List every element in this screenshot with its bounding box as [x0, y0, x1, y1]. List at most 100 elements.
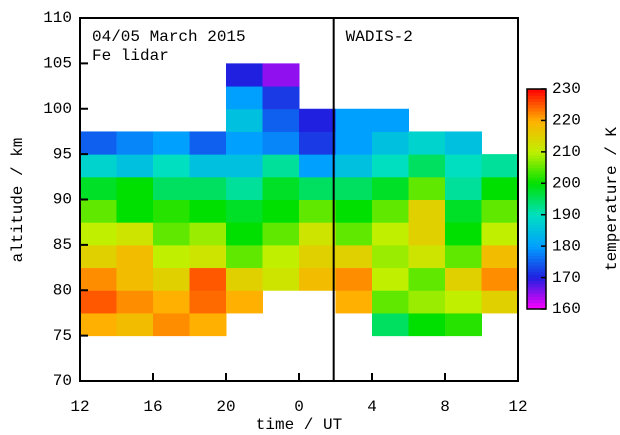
colorbar-swatch [527, 299, 546, 304]
heatmap-cell [299, 176, 336, 200]
heatmap-cell [372, 199, 409, 223]
colorbar-swatch [527, 161, 546, 165]
colorbar-swatch [527, 183, 546, 187]
colorbar-swatch [527, 287, 546, 291]
heatmap-cell [481, 199, 519, 223]
heatmap-cell [372, 290, 409, 314]
heatmap-cell [445, 131, 482, 155]
heatmap-cell [80, 154, 117, 178]
heatmap-cell [116, 244, 154, 269]
heatmap-cell [372, 267, 409, 291]
colorbar-swatch [527, 283, 546, 288]
heatmap-cell [116, 267, 154, 291]
colorbar-tick-label: 180 [552, 237, 581, 255]
colorbar-swatch [527, 145, 546, 150]
colorbar-swatch [527, 277, 546, 282]
colorbar-swatch [527, 296, 546, 301]
heatmap-cell [335, 290, 373, 314]
colorbar-swatch [527, 224, 546, 228]
heatmap-cell [408, 244, 446, 269]
colorbar-tick-label: 200 [552, 175, 581, 193]
heatmap-cell [335, 131, 373, 155]
heatmap-cell [335, 176, 373, 200]
colorbar-swatch [527, 255, 546, 260]
heatmap-cell [335, 222, 373, 246]
heatmap-cell [299, 154, 336, 178]
colorbar-swatch [527, 114, 546, 118]
colorbar-label: temperature / K [603, 127, 620, 271]
heatmap-cell [372, 108, 409, 132]
heatmap-cell [153, 312, 190, 337]
heatmap-cell [80, 131, 117, 155]
heatmap-cell [189, 176, 227, 200]
heatmap-cell [153, 222, 190, 246]
heatmap-cell [80, 244, 117, 269]
heatmap-cell [299, 199, 336, 223]
heatmap-cell [445, 222, 482, 246]
colorbar-swatch [527, 217, 546, 222]
heatmap-cell [262, 86, 300, 110]
colorbar-swatch [527, 95, 546, 99]
x-tick-label: 20 [216, 398, 235, 416]
colorbar-swatch [527, 98, 546, 103]
colorbar-swatch [527, 117, 546, 121]
heatmap-cell [226, 222, 263, 246]
colorbar-swatch [527, 164, 546, 169]
heatmap-cell [189, 312, 227, 337]
heatmap-cell [226, 267, 263, 291]
chart-subtitle: Fe lidar [92, 47, 169, 65]
colorbar-swatch [527, 261, 546, 266]
heatmap-cell [372, 154, 409, 178]
x-tick-label: 8 [440, 398, 450, 416]
heatmap-cell [372, 244, 409, 269]
colorbar-tick-label: 190 [552, 206, 581, 224]
heatmap-cell [116, 222, 154, 246]
colorbar-swatch [527, 170, 546, 175]
heatmap-cell [299, 108, 336, 132]
heatmap-cell [116, 290, 154, 314]
heatmap-cell [481, 244, 519, 269]
heatmap-cell [153, 199, 190, 223]
colorbar-swatch [527, 158, 546, 162]
x-tick-label: 0 [294, 398, 304, 416]
colorbar-swatch [527, 139, 546, 143]
heatmap-cell [408, 222, 446, 246]
colorbar-swatch [527, 89, 546, 93]
heatmap-cell [335, 108, 373, 132]
colorbar-swatch [527, 142, 546, 147]
heatmap-cell [335, 267, 373, 291]
heatmap-cell [153, 244, 190, 269]
colorbar-swatch [527, 111, 546, 115]
colorbar-swatch [527, 129, 546, 134]
heatmap-cell [80, 267, 117, 291]
colorbar-swatch [527, 221, 546, 225]
y-tick-label: 105 [43, 55, 72, 73]
y-tick-label: 75 [53, 327, 72, 345]
colorbar-swatch [527, 195, 546, 200]
heatmap-cell [226, 154, 263, 178]
heatmap-cell [262, 154, 300, 178]
heatmap-cell [445, 267, 482, 291]
x-tick-label: 16 [143, 398, 162, 416]
heatmap-cell [408, 176, 446, 200]
colorbar-swatch [527, 173, 546, 178]
colorbar-swatch [527, 192, 546, 197]
heatmap-cell [335, 154, 373, 178]
colorbar-swatch [527, 268, 546, 272]
heatmap-cell [189, 199, 227, 223]
heatmap-cell [408, 199, 446, 223]
heatmap-cell [262, 108, 300, 132]
heatmap-cell [299, 222, 336, 246]
heatmap-cell [262, 267, 300, 291]
colorbar-swatch [527, 148, 546, 153]
heatmap-cell [262, 244, 300, 269]
x-tick-label: 4 [367, 398, 377, 416]
heatmap-cell [445, 312, 482, 337]
heatmap-cell [372, 222, 409, 246]
heatmap-cell [262, 131, 300, 155]
heatmap-cell [226, 86, 263, 110]
heatmap-cell [481, 154, 519, 178]
colorbar-swatch [527, 104, 546, 109]
colorbar-swatch [527, 126, 546, 131]
